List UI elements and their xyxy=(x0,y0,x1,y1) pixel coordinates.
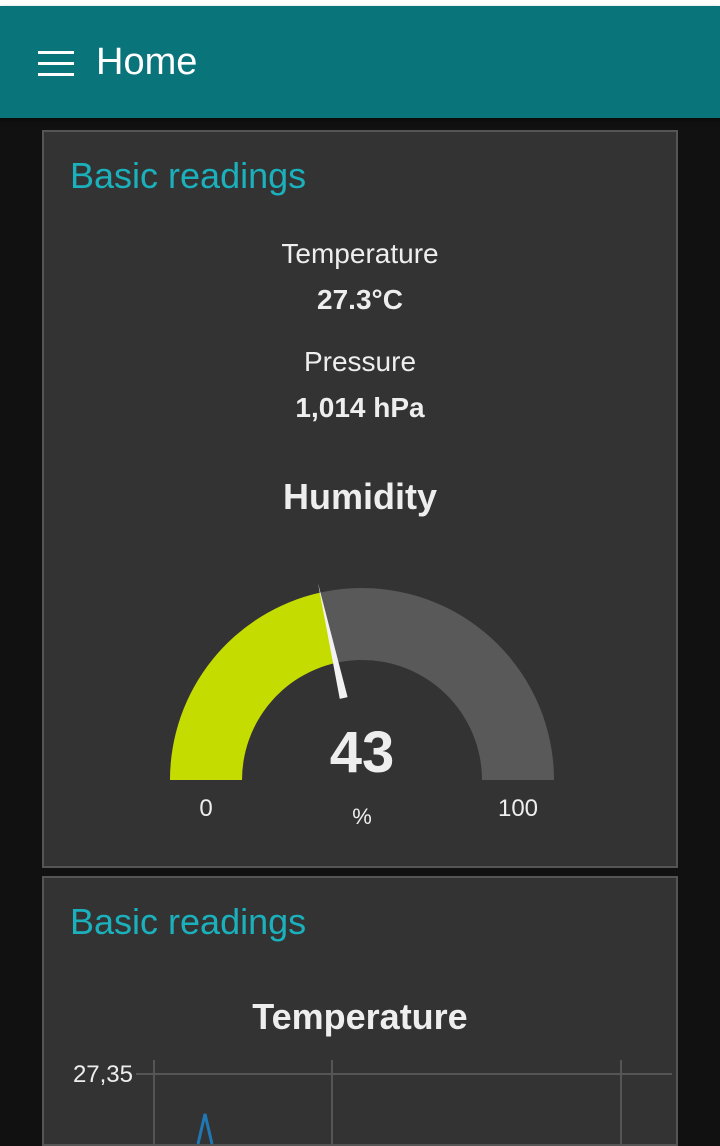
pressure-value: 1,014 hPa xyxy=(295,392,425,423)
app-header: Home xyxy=(0,6,720,118)
temperature-label: Temperature xyxy=(281,238,439,269)
temperature-chart: 27,35 xyxy=(73,1060,672,1144)
gauge-value: 43 xyxy=(330,720,395,785)
gauge-min-label: 0 xyxy=(199,795,212,822)
gauge-unit: % xyxy=(352,804,372,829)
temperature-value: 27.3°C xyxy=(317,284,403,315)
chart-y-tick-label: 27,35 xyxy=(73,1061,133,1088)
gauge-max-label: 100 xyxy=(498,795,538,822)
card-title: Basic readings xyxy=(70,901,307,942)
basic-readings-card: Basic readings Temperature 27.3°C Pressu… xyxy=(42,130,678,868)
gauge-needle xyxy=(317,582,348,699)
card-title: Basic readings xyxy=(70,155,307,196)
chart-series-line xyxy=(196,1113,214,1144)
humidity-gauge: 43 % 0 100 xyxy=(170,582,554,829)
gauge-title: Humidity xyxy=(282,476,437,517)
gauge-fill xyxy=(170,592,336,780)
menu-icon[interactable] xyxy=(38,51,74,77)
status-bar-edge xyxy=(0,0,720,6)
pressure-label: Pressure xyxy=(303,346,417,377)
page-title: Home xyxy=(96,41,198,83)
chart-title: Temperature xyxy=(252,996,468,1037)
basic-readings-chart-card: Basic readings Temperature 27,35 xyxy=(42,876,678,1146)
